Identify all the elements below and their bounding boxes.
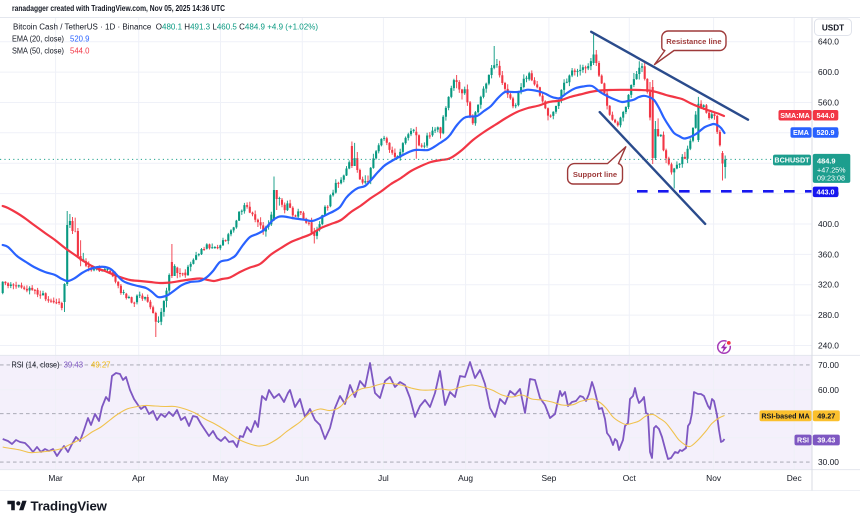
svg-text:USDT: USDT: [822, 24, 844, 33]
svg-text:544.0: 544.0: [70, 46, 90, 55]
svg-text:640.0: 640.0: [818, 37, 839, 47]
svg-text:Resistance line: Resistance line: [666, 37, 721, 46]
svg-text:RSI (14, close): RSI (14, close): [12, 361, 60, 370]
svg-text:+47.25%: +47.25%: [817, 166, 846, 175]
svg-text:EMA: EMA: [793, 128, 809, 137]
svg-text:EMA (20, close): EMA (20, close): [12, 34, 64, 43]
svg-text:520.9: 520.9: [70, 34, 90, 43]
svg-text:443.0: 443.0: [817, 187, 835, 196]
svg-text:SMA (50, close): SMA (50, close): [12, 46, 64, 55]
svg-text:Dec: Dec: [787, 473, 802, 483]
svg-text:Nov: Nov: [706, 473, 722, 483]
svg-text:Aug: Aug: [458, 473, 473, 483]
svg-text:39.43: 39.43: [817, 436, 835, 445]
svg-text:484.9: 484.9: [817, 157, 836, 166]
svg-text:BCHUSDT: BCHUSDT: [774, 156, 810, 165]
svg-text:Apr: Apr: [132, 473, 145, 483]
svg-text:520.9: 520.9: [817, 128, 835, 137]
svg-text:RSI: RSI: [797, 436, 809, 445]
svg-text:Jun: Jun: [296, 473, 310, 483]
svg-text:SMA:MA: SMA:MA: [780, 111, 810, 120]
svg-text:RSI-based MA: RSI-based MA: [761, 411, 809, 420]
svg-text:49.27: 49.27: [817, 411, 835, 420]
svg-text:70.00: 70.00: [818, 360, 839, 370]
svg-text:May: May: [213, 473, 230, 483]
svg-text:49.27: 49.27: [91, 361, 111, 370]
svg-text:Mar: Mar: [48, 473, 63, 483]
svg-text:Support line: Support line: [573, 170, 617, 179]
svg-text:TradingView: TradingView: [31, 499, 108, 514]
svg-text:60.00: 60.00: [818, 385, 839, 395]
svg-text:400.0: 400.0: [818, 219, 839, 229]
svg-text:ranadagger created with Tradin: ranadagger created with TradingView.com,…: [12, 4, 225, 13]
svg-text:Oct: Oct: [623, 473, 637, 483]
svg-text:Bitcoin Cash / TetherUS · 1D ·: Bitcoin Cash / TetherUS · 1D · Binance O…: [13, 22, 318, 31]
svg-text:240.0: 240.0: [818, 341, 839, 351]
svg-text:280.0: 280.0: [818, 310, 839, 320]
svg-text:Jul: Jul: [378, 473, 389, 483]
svg-text:320.0: 320.0: [818, 280, 839, 290]
svg-text:Sep: Sep: [541, 473, 556, 483]
svg-text:544.0: 544.0: [817, 111, 835, 120]
svg-text:560.0: 560.0: [818, 98, 839, 108]
svg-text:30.00: 30.00: [818, 457, 839, 467]
svg-text:360.0: 360.0: [818, 249, 839, 259]
svg-text:600.0: 600.0: [818, 67, 839, 77]
svg-text:09:23:08: 09:23:08: [817, 174, 845, 183]
svg-text:39.43: 39.43: [64, 361, 84, 370]
